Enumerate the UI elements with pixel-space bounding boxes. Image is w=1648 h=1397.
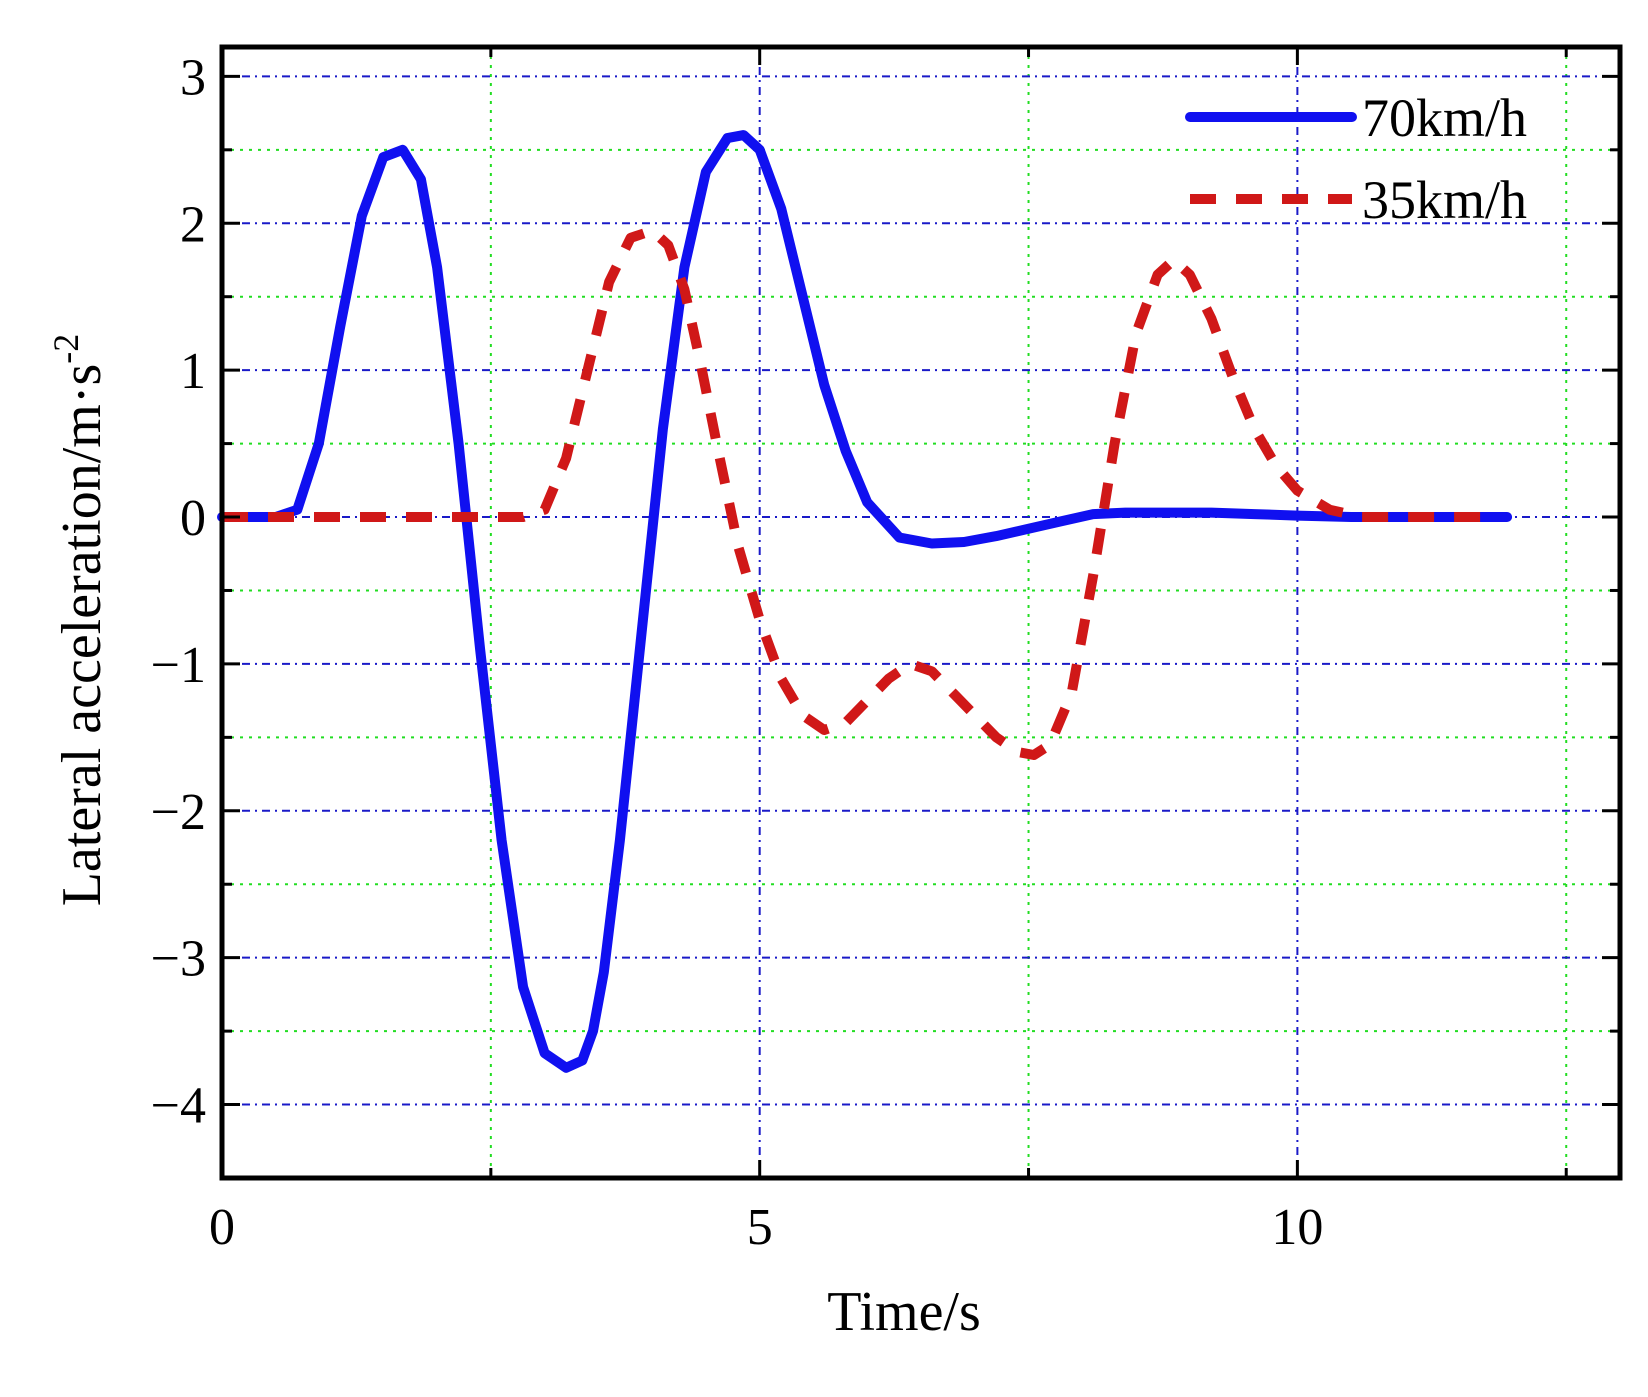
series-layer <box>217 130 1513 1073</box>
y-tick-labels: 3 2 1 0 −1 −2 −3 −4 <box>151 49 206 1134</box>
x-tick-label-1: 5 <box>747 1199 773 1256</box>
y-axis-title: Lateral acceleration/m·s-2 <box>46 334 113 907</box>
y-tick-label-6: −3 <box>151 931 206 988</box>
series-line-70kmh <box>217 130 1513 1073</box>
y-tick-label-5: −2 <box>151 784 206 841</box>
ticks-layer <box>220 47 1620 1180</box>
y-tick-label-1: 2 <box>180 196 206 253</box>
y-tick-label-4: −1 <box>151 637 206 694</box>
y-axis-title-superscript: -2 <box>46 334 86 364</box>
legend-label-35kmh: 35km/h <box>1362 170 1527 230</box>
y-tick-label-2: 1 <box>180 343 206 400</box>
x-tick-label-2: 10 <box>1271 1199 1323 1256</box>
x-tick-labels: 0 5 10 <box>209 1199 1323 1256</box>
y-tick-label-0: 3 <box>180 49 206 106</box>
y-tick-label-3: 0 <box>180 490 206 547</box>
legend: 70km/h 35km/h <box>1185 88 1527 230</box>
y-axis-title-main: Lateral acceleration/m·s <box>51 364 113 907</box>
y-tick-label-7: −4 <box>151 1078 206 1135</box>
x-tick-label-0: 0 <box>209 1199 235 1256</box>
plot-frame <box>219 44 1623 1181</box>
x-axis-title: Time/s <box>827 1281 981 1343</box>
series-line-35kmh <box>222 225 1481 760</box>
legend-label-70kmh: 70km/h <box>1362 88 1527 148</box>
